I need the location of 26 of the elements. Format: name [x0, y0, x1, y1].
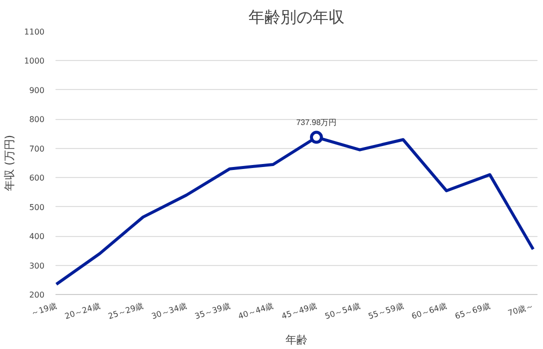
- y-tick-label: 1100: [24, 28, 44, 36]
- x-tick-label: 35～39歳: [194, 301, 232, 322]
- x-axis-title: 年齢: [286, 333, 308, 346]
- x-tick-label: 70歳～: [506, 301, 535, 318]
- chart-title: 年齢別の年収: [248, 8, 344, 26]
- data-label: 737.98万円: [296, 118, 337, 128]
- x-tick-label: ～19歳: [30, 301, 58, 318]
- x-tick-label: 20～24歳: [64, 301, 102, 322]
- y-tick-label: 600: [29, 174, 45, 183]
- y-tick-label: 1000: [24, 56, 44, 66]
- x-tick-label: 55～59歳: [367, 301, 405, 322]
- x-tick-label: 30～34歳: [150, 301, 188, 322]
- y-tick-label: 700: [29, 144, 45, 154]
- y-axis-title: 年収 (万円): [3, 134, 16, 192]
- y-tick-label: 500: [29, 202, 45, 212]
- x-tick-label: 60～64歳: [410, 301, 448, 322]
- y-tick-label: 200: [29, 290, 45, 300]
- x-tick-label: 65～69歳: [454, 301, 492, 322]
- y-tick-label: 800: [29, 115, 45, 124]
- y-tick-label: 900: [29, 86, 45, 95]
- y-tick-label: 400: [29, 232, 45, 242]
- x-tick-label: 25～29歳: [107, 301, 144, 322]
- x-tick-label: 50～54歳: [324, 301, 362, 322]
- x-tick-label: 40～44歳: [237, 301, 274, 322]
- y-tick-label: 300: [29, 261, 45, 270]
- x-tick-label: 45～49歳: [280, 301, 318, 322]
